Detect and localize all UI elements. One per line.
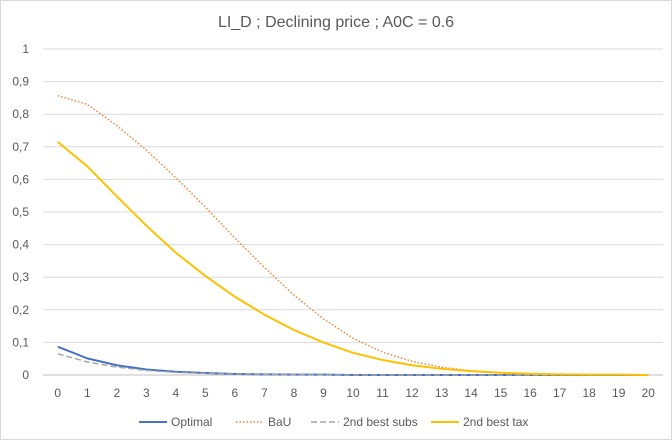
x-tick-labels: 0 1 2 3 4 5 6 7 8 9 10 11 12 13 14 15 16 17 18 19 20 [54, 386, 655, 400]
y-tick-labels: 0 0,1 0,2 0,3 0,4 0,5 0,6 0,7 0,8 0,9 1 [12, 42, 29, 382]
series-line-2nd-best-tax [57, 141, 649, 376]
legend-label: 2nd best subs [343, 415, 418, 429]
x-tick-label: 20 [642, 386, 656, 400]
y-tick-label: 0,8 [12, 107, 29, 121]
x-tick-label: 14 [464, 386, 478, 400]
legend: Optimal BaU 2nd best subs 2nd best tax [139, 415, 528, 429]
y-tick-label: 0,1 [12, 335, 29, 349]
x-tick-label: 7 [261, 386, 268, 400]
y-tick-label: 0 [22, 368, 29, 382]
legend-label: Optimal [171, 415, 212, 429]
x-tick-label: 16 [523, 386, 537, 400]
legend-label: BaU [268, 415, 291, 429]
x-tick-label: 2 [113, 386, 120, 400]
x-tick-label: 19 [612, 386, 626, 400]
y-tick-label: 0,4 [12, 238, 29, 252]
x-tick-label: 3 [143, 386, 150, 400]
y-tick-label: 0,5 [12, 205, 29, 219]
legend-label: 2nd best tax [463, 415, 528, 429]
x-tick-label: 17 [553, 386, 567, 400]
x-tick-label: 12 [405, 386, 419, 400]
y-tick-label: 1 [22, 42, 29, 56]
series-lines [57, 94, 649, 376]
series-line-2nd-best-subs [57, 353, 649, 376]
x-tick-label: 11 [376, 386, 389, 400]
x-tick-label: 15 [494, 386, 508, 400]
x-tick-label: 10 [346, 386, 360, 400]
chart-title: LI_D ; Declining price ; A0C = 0.6 [218, 14, 454, 31]
x-tick-label: 13 [435, 386, 449, 400]
x-tick-label: 9 [320, 386, 327, 400]
x-tick-label: 18 [583, 386, 597, 400]
x-tick-label: 6 [232, 386, 239, 400]
y-tick-label: 0,7 [12, 140, 29, 154]
y-tick-label: 0,9 [12, 75, 29, 89]
x-tick-label: 8 [291, 386, 298, 400]
x-tick-label: 5 [202, 386, 209, 400]
series-line-bau [57, 94, 649, 376]
x-tick-label: 0 [54, 386, 61, 400]
y-tick-label: 0,6 [12, 172, 29, 186]
x-tick-label: 1 [84, 386, 91, 400]
x-tick-label: 4 [173, 386, 180, 400]
y-tick-label: 0,3 [12, 270, 29, 284]
grid [43, 48, 663, 343]
y-tick-label: 0,2 [12, 303, 29, 317]
